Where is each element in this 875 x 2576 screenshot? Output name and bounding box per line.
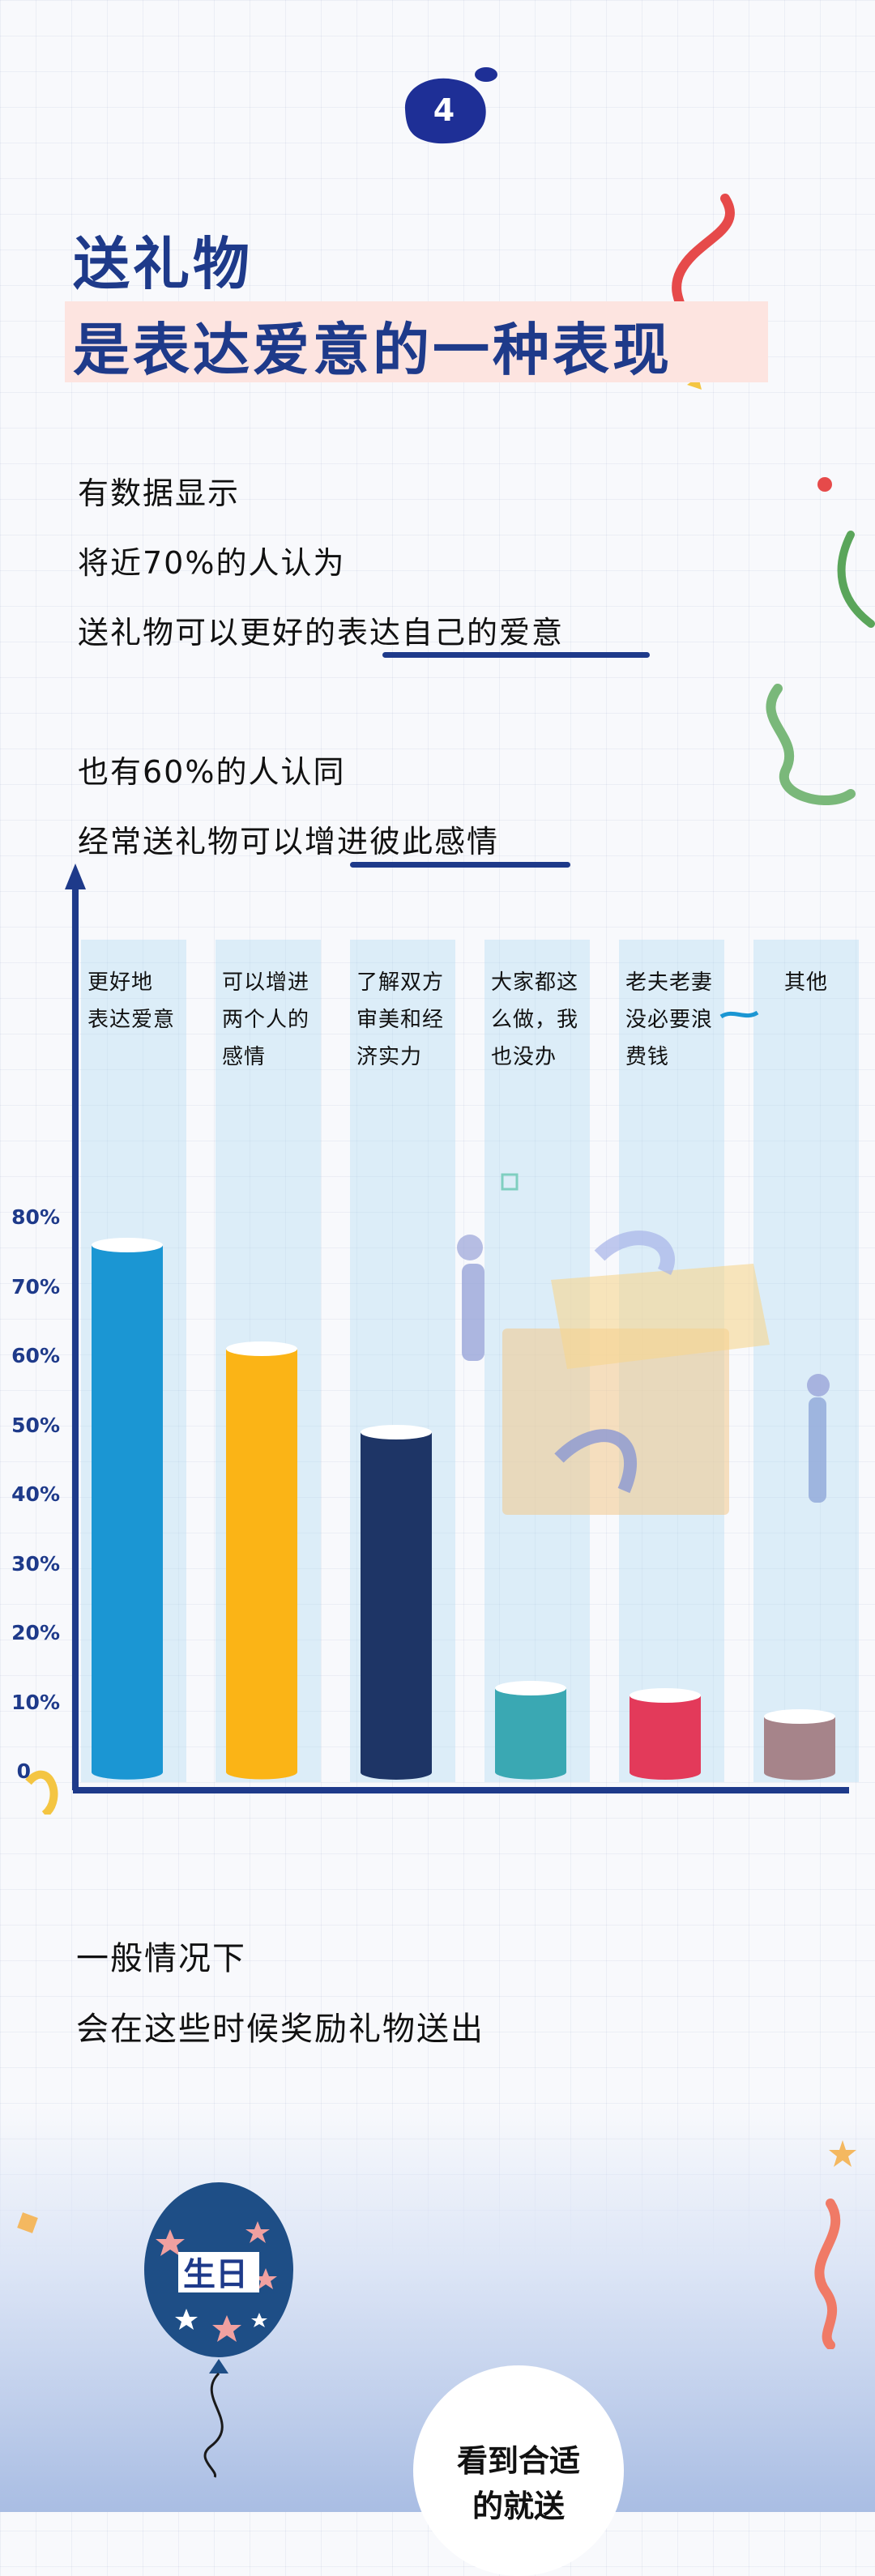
balloon-icon — [144, 2182, 293, 2478]
y-tick-label: 80% — [11, 1205, 60, 1229]
section2-line-1: 一般情况下 — [76, 1940, 246, 1977]
column-background — [753, 940, 859, 1782]
bar — [764, 1708, 835, 1780]
ribbon-decoration-icon — [814, 2199, 841, 2349]
category-label: 大家都这 么做，我 也没办 — [491, 970, 579, 1069]
gift-illustration-icon — [438, 1150, 830, 1515]
y-axis-arrow-icon — [65, 864, 86, 889]
y-tick-label: 30% — [11, 1551, 60, 1576]
y-tick-label: 50% — [11, 1413, 60, 1437]
bar — [226, 1341, 297, 1780]
circle-text: 看到合适 的就送 — [456, 2443, 580, 2524]
y-tick-label: 0 — [16, 1759, 31, 1783]
underline-1 — [382, 652, 650, 658]
badge-number: 4 — [433, 92, 455, 128]
bar-chart: 更好地 表达爱意 可以增进 两个人的 感情 了解双方 审美和经 济实力 大家都这 么做… — [0, 859, 875, 1815]
section-number-badge: 4 — [389, 65, 510, 154]
category-label: 可以增进 两个人的 感情 — [222, 970, 310, 1069]
ink-blob-icon — [404, 67, 497, 144]
star-icon — [829, 2140, 856, 2167]
category-label: 老夫老妻 没必要浪 费钱 — [625, 970, 714, 1069]
category-label: 了解双方 审美和经 济实力 — [356, 970, 445, 1069]
intro-line-5-plain: 经常送礼物可以 — [78, 824, 305, 859]
underline-2 — [350, 862, 570, 868]
intro-line-5-underlined: 增进彼此感情 — [305, 824, 500, 859]
chart-axes — [25, 864, 849, 1815]
intro-line-5: 经常送礼物可以增进彼此感情 — [78, 817, 499, 861]
intro-line-2: 将近70%的人认为 — [78, 545, 346, 581]
bar — [495, 1681, 566, 1780]
y-tick-label: 20% — [11, 1621, 60, 1644]
ribbon-decoration-icon — [766, 684, 856, 805]
ribbon-decoration-icon — [719, 1010, 759, 1019]
intro-line-1: 有数据显示 — [78, 476, 241, 511]
section2-line-2: 会在这些时候奖励礼物送出 — [76, 2011, 484, 2048]
category-label: 更好地 表达爱意 — [88, 970, 176, 1032]
intro-line-4: 也有60%的人认同 — [78, 754, 346, 790]
title-line-2: 是表达爱意的一种表现 — [73, 317, 672, 383]
y-tick-label: 40% — [11, 1482, 60, 1506]
title-line-1: 送礼物 — [73, 231, 253, 297]
intro-line-3-underlined: 表达自己的爱意 — [337, 615, 565, 650]
intro-line-3: 送礼物可以更好的表达自己的爱意 — [78, 608, 564, 652]
y-tick-label: 60% — [11, 1344, 60, 1367]
title-highlight — [65, 301, 768, 382]
bar — [630, 1687, 701, 1780]
y-tick-label: 10% — [11, 1690, 60, 1714]
category-label: 其他 — [784, 970, 829, 995]
intro-line-3-plain: 送礼物可以更好的 — [78, 615, 338, 650]
confetti-icon — [17, 2212, 38, 2233]
y-tick-label: 70% — [11, 1274, 60, 1299]
ribbon-decoration-icon — [817, 477, 875, 628]
bar — [92, 1238, 163, 1780]
ribbon-decoration-icon — [25, 1770, 58, 1815]
balloon-label: 生日 — [183, 2256, 248, 2293]
bar — [361, 1425, 432, 1780]
